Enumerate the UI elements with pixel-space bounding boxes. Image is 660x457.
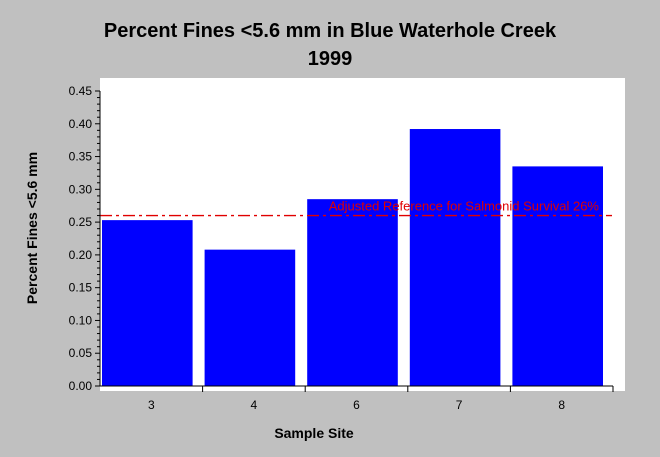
y-tick-label: 0.45 [69,84,93,98]
x-tick-label: 7 [456,398,463,412]
chart-title: Percent Fines <5.6 mm in Blue Waterhole … [104,20,557,42]
y-axis-title: Percent Fines <5.6 mm [24,152,40,304]
reference-line-label: Adjusted Reference for Salmonid Survival… [329,199,600,214]
x-tick-label: 4 [251,398,258,412]
x-tick-label: 8 [558,398,565,412]
x-tick-label: 3 [148,398,155,412]
bar-site-8 [512,166,603,386]
bar-site-7 [409,129,501,386]
x-axis-title: Sample Site [274,425,354,441]
bar-site-6 [307,199,398,386]
x-tick-label: 6 [353,398,360,412]
chart-subtitle: 1999 [308,48,353,70]
y-tick-label: 0.10 [69,313,93,327]
y-tick-label: 0.25 [69,215,93,229]
y-tick-label: 0.40 [69,117,93,131]
bar-site-3 [102,220,193,386]
y-tick-label: 0.00 [69,379,93,393]
y-tick-label: 0.20 [69,248,93,262]
bar-site-4 [204,249,296,386]
y-tick-label: 0.05 [69,346,93,360]
y-tick-label: 0.15 [69,281,93,295]
y-tick-label: 0.35 [69,150,93,164]
y-tick-label: 0.30 [69,182,93,196]
